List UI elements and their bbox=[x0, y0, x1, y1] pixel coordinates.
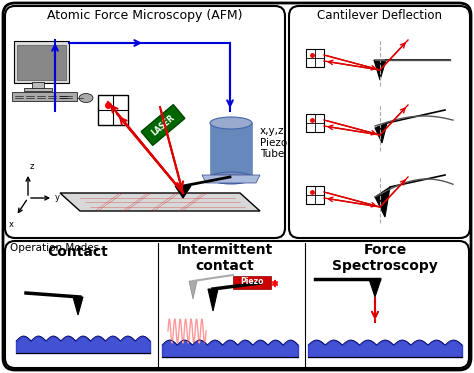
Text: Piezo: Piezo bbox=[240, 278, 264, 286]
Text: Cantilever Deflection: Cantilever Deflection bbox=[318, 9, 443, 22]
Text: z: z bbox=[30, 162, 35, 171]
Polygon shape bbox=[208, 289, 218, 311]
Bar bbox=[14, 41, 69, 83]
Bar bbox=[210, 123, 252, 178]
Polygon shape bbox=[369, 279, 381, 297]
Polygon shape bbox=[175, 186, 191, 198]
Ellipse shape bbox=[210, 117, 252, 129]
Bar bbox=[12, 92, 77, 101]
Text: y: y bbox=[55, 194, 60, 203]
Bar bbox=[32, 82, 44, 89]
Text: Force
Spectroscopy: Force Spectroscopy bbox=[332, 243, 438, 273]
Text: Contact: Contact bbox=[47, 245, 109, 259]
Text: Atomic Force Microscopy (AFM): Atomic Force Microscopy (AFM) bbox=[47, 9, 243, 22]
Text: Operation Modes: Operation Modes bbox=[10, 243, 99, 253]
Polygon shape bbox=[202, 175, 260, 183]
Text: LASER: LASER bbox=[150, 113, 176, 137]
Bar bbox=[306, 49, 324, 67]
Text: x: x bbox=[9, 220, 14, 229]
Polygon shape bbox=[375, 187, 390, 217]
Polygon shape bbox=[60, 193, 260, 211]
Ellipse shape bbox=[79, 94, 93, 103]
Ellipse shape bbox=[210, 172, 252, 184]
Bar bbox=[233, 276, 271, 289]
Bar bbox=[306, 186, 324, 204]
Text: Intermittent
contact: Intermittent contact bbox=[177, 243, 273, 273]
Polygon shape bbox=[189, 281, 197, 299]
Polygon shape bbox=[73, 297, 83, 315]
Polygon shape bbox=[141, 104, 185, 145]
Bar bbox=[306, 114, 324, 132]
Bar bbox=[17, 45, 66, 80]
Polygon shape bbox=[374, 60, 386, 80]
Polygon shape bbox=[375, 123, 387, 143]
Bar bbox=[24, 88, 52, 91]
Text: x,y,z
Piezo
Tube: x,y,z Piezo Tube bbox=[260, 126, 287, 159]
Bar bbox=[98, 95, 128, 125]
